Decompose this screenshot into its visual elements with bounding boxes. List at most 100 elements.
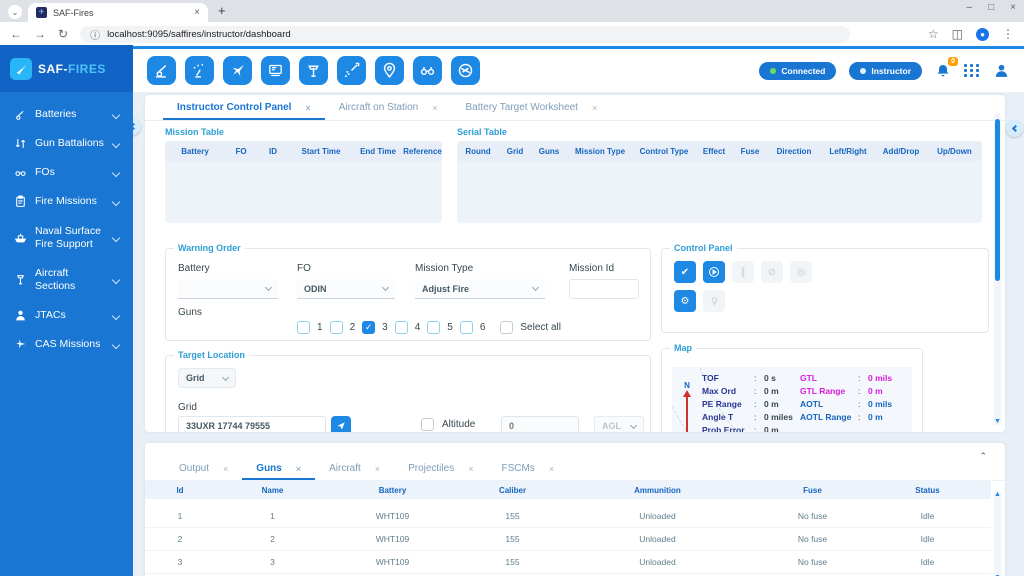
sidebar-item-fos[interactable]: FOs [0, 158, 133, 187]
close-icon[interactable]: × [432, 102, 438, 113]
tab-search-chevron-icon[interactable]: ⌄ [8, 5, 22, 19]
sidebar-item-aircraft-sections[interactable]: Aircraft Sections [0, 259, 133, 301]
table-row[interactable]: 3 3 WHT109 155 Unloaded No fuse Idle [145, 551, 991, 574]
mortar-button[interactable] [185, 56, 214, 85]
jet-button[interactable] [223, 56, 252, 85]
browser-menu-icon[interactable]: ⋮ [1002, 27, 1014, 41]
gun-6-checkbox[interactable] [459, 321, 473, 334]
tab-guns[interactable]: Guns × [242, 457, 315, 480]
close-icon[interactable]: × [468, 463, 474, 474]
abort-button[interactable]: ⊘ [761, 261, 783, 283]
scrollbar-thumb[interactable] [995, 119, 1000, 281]
forward-icon[interactable]: → [34, 27, 46, 41]
altitude-unit-select[interactable]: AGL [594, 416, 644, 432]
chevron-down-icon[interactable] [111, 110, 121, 119]
chevron-down-icon[interactable] [111, 233, 121, 242]
map-canvas[interactable]: N TOF:0 s Max Ord:0 m PE Range:0 m Angle… [672, 367, 912, 432]
location-mode-select[interactable]: Grid [178, 368, 236, 388]
table-row[interactable]: 1 1 WHT109 155 Unloaded No fuse Idle [145, 505, 991, 528]
altitude-checkbox[interactable] [421, 418, 434, 431]
mission-id-input[interactable] [569, 279, 639, 299]
gun-3-checkbox[interactable]: ✓ [362, 321, 376, 334]
browser-profile-avatar[interactable]: ● [976, 27, 989, 41]
refresh-icon[interactable]: ↻ [58, 27, 69, 41]
close-icon[interactable]: × [591, 102, 598, 113]
table-scrollbar[interactable]: ▲ ▼ [994, 491, 1001, 576]
battery-select[interactable] [178, 279, 278, 299]
minimize-icon[interactable]: – [966, 2, 973, 13]
pause-button[interactable]: ∥ [732, 261, 754, 283]
settings-button[interactable]: ⚙ [674, 290, 696, 312]
tab-close-icon[interactable]: × [194, 7, 200, 18]
no-fly-zone-button[interactable] [451, 56, 480, 85]
gun-1-checkbox[interactable] [297, 321, 310, 334]
scroll-up-icon[interactable]: ▲ [994, 491, 1001, 498]
tab-output[interactable]: Output × [165, 457, 242, 480]
url-bar[interactable]: ⓘ localhost:9095/saffires/instructor/das… [80, 25, 851, 43]
select-all-checkbox[interactable] [500, 321, 514, 334]
rocket-button[interactable] [337, 56, 366, 85]
chevron-down-icon[interactable] [111, 139, 121, 148]
tab-aircraft-on-station[interactable]: Aircraft on Station × [325, 95, 452, 120]
upper-scrollbar[interactable]: ▼ [994, 113, 1001, 425]
altitude-input[interactable] [501, 416, 579, 432]
gun-2-checkbox[interactable] [329, 321, 343, 334]
right-panel-collapse-button[interactable] [1006, 120, 1023, 137]
tab-fscms[interactable]: FSCMs × [487, 457, 568, 480]
sidebar-item-batteries[interactable]: Batteries [0, 100, 133, 129]
target-button[interactable]: ◎ [790, 261, 812, 283]
location-pin-button[interactable] [375, 56, 404, 85]
mission-type-select[interactable]: Adjust Fire [415, 279, 545, 299]
tab-battery-target-worksheet[interactable]: Battery Target Worksheet × [451, 95, 611, 120]
chevron-down-icon[interactable] [111, 168, 121, 178]
browser-tab[interactable]: ✈ SAF-Fires × [28, 3, 208, 22]
confirm-mission-button[interactable]: ✔ [674, 261, 696, 283]
site-info-icon[interactable]: ⓘ [90, 30, 101, 42]
gun-option-label: 1 [317, 322, 323, 333]
gun-4-checkbox[interactable] [394, 321, 408, 334]
sidebar-item-jtacs[interactable]: JTACs [0, 301, 133, 330]
connected-status-badge[interactable]: Connected [759, 61, 837, 80]
close-icon[interactable]: × [295, 463, 302, 474]
side-panel-icon[interactable]: ◫ [951, 27, 963, 41]
tab-instructor-control-panel[interactable]: Instructor Control Panel × [163, 95, 325, 120]
chevron-down-icon[interactable] [111, 197, 121, 207]
grid-input[interactable] [178, 416, 326, 432]
sidebar-item-gun-battalions[interactable]: Gun Battalions [0, 129, 133, 158]
binoculars-button[interactable] [413, 56, 442, 85]
notifications-button[interactable]: 0 [935, 56, 958, 79]
role-label: Instructor [871, 65, 911, 76]
gun-5-checkbox[interactable] [427, 321, 441, 334]
tab-projectiles[interactable]: Projectiles × [394, 457, 487, 480]
apps-grid-button[interactable] [964, 64, 980, 77]
howitzer-button[interactable] [147, 56, 176, 85]
console-button[interactable] [261, 56, 290, 85]
collapse-panel-button[interactable]: ⌃ [979, 451, 987, 461]
fo-select[interactable]: ODIN [297, 279, 395, 299]
back-icon[interactable]: ← [10, 27, 22, 41]
control-tower-button[interactable] [299, 56, 328, 85]
user-profile-button[interactable] [993, 62, 1010, 79]
role-badge[interactable]: Instructor [849, 61, 922, 80]
send-grid-button[interactable] [331, 416, 351, 432]
sidebar-item-fire-missions[interactable]: Fire Missions [0, 187, 133, 216]
close-icon[interactable]: × [548, 463, 555, 474]
scroll-down-icon[interactable]: ▼ [994, 418, 1001, 425]
close-icon[interactable]: × [374, 463, 381, 474]
sidebar-item-naval-surface-fire-support[interactable]: Naval Surface Fire Support [0, 217, 133, 259]
chevron-down-icon[interactable] [111, 340, 121, 349]
sidebar-item-cas-missions[interactable]: CAS Missions [0, 330, 133, 359]
table-row[interactable]: 2 2 WHT109 155 Unloaded No fuse Idle [145, 528, 991, 551]
bookmark-star-icon[interactable]: ☆ [927, 27, 939, 41]
chevron-down-icon[interactable] [111, 275, 121, 285]
maximize-icon[interactable]: □ [988, 2, 995, 13]
close-icon[interactable]: × [223, 463, 229, 474]
close-icon[interactable]: × [305, 102, 311, 113]
illumination-button[interactable] [703, 290, 725, 312]
tab-aircraft[interactable]: Aircraft × [315, 457, 394, 480]
sidebar-collapse-button[interactable] [133, 118, 141, 135]
chevron-down-icon[interactable] [111, 311, 121, 320]
play-button[interactable] [703, 261, 725, 283]
new-tab-button[interactable]: + [218, 3, 226, 18]
close-window-icon[interactable]: × [1010, 2, 1016, 13]
